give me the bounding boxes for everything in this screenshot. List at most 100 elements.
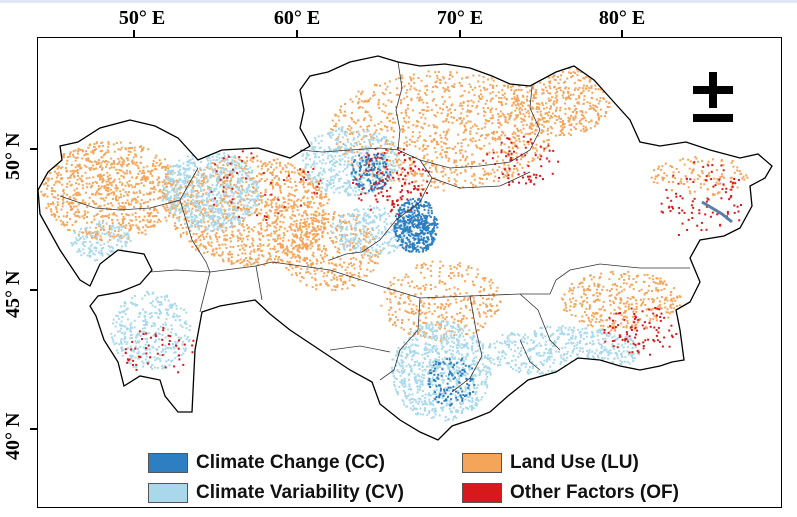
map-pixel: [604, 112, 607, 114]
map-pixel: [267, 258, 269, 261]
map-pixel: [282, 232, 285, 235]
map-pixel: [478, 147, 481, 150]
map-pixel: [651, 290, 653, 292]
map-pixel: [443, 307, 446, 310]
map-pixel: [352, 166, 355, 169]
map-pixel: [211, 218, 214, 221]
map-pixel: [269, 247, 272, 250]
map-pixel: [360, 100, 363, 103]
map-pixel: [442, 103, 445, 106]
map-pixel: [672, 171, 675, 174]
map-pixel: [495, 84, 498, 87]
map-pixel: [295, 184, 297, 187]
map-pixel: [542, 140, 545, 143]
map-pixel: [472, 301, 475, 304]
map-pixel: [384, 125, 386, 128]
map-pixel: [361, 106, 364, 109]
map-pixel: [580, 129, 583, 132]
map-pixel: [362, 238, 365, 241]
map-pixel: [223, 201, 226, 204]
map-pixel: [65, 162, 68, 165]
map-pixel: [274, 232, 277, 235]
map-pixel: [381, 110, 384, 113]
map-pixel: [445, 156, 448, 159]
map-pixel: [135, 161, 138, 164]
map-pixel: [282, 207, 285, 210]
map-pixel: [303, 234, 306, 237]
map-pixel: [113, 213, 116, 216]
map-pixel: [413, 286, 416, 289]
map-pixel: [294, 235, 297, 238]
map-pixel: [209, 215, 212, 218]
map-pixel: [339, 141, 342, 144]
map-pixel: [120, 174, 123, 177]
map-pixel: [108, 213, 111, 216]
map-pixel: [272, 198, 275, 201]
map-pixel: [323, 196, 326, 199]
map-pixel: [266, 163, 269, 166]
map-pixel: [390, 100, 393, 103]
map-pixel: [307, 271, 310, 273]
map-pixel: [583, 95, 586, 98]
map-pixel: [427, 307, 430, 310]
map-pixel: [186, 210, 189, 213]
map-pixel: [200, 190, 203, 193]
map-pixel: [433, 146, 436, 149]
map-pixel: [62, 154, 65, 157]
map-pixel: [420, 79, 423, 82]
map-pixel: [250, 190, 253, 193]
map-pixel: [487, 120, 490, 123]
map-pixel: [465, 76, 468, 79]
map-pixel: [148, 212, 151, 215]
map-pixel: [218, 247, 221, 250]
map-pixel: [130, 203, 132, 206]
map-pixel: [273, 258, 276, 261]
map-pixel: [241, 181, 244, 184]
map-pixel: [577, 79, 580, 82]
map-pixel: [264, 191, 267, 194]
map-pixel: [202, 204, 205, 207]
map-pixel: [248, 171, 251, 174]
map-pixel: [281, 244, 284, 247]
map-pixel: [97, 206, 100, 209]
map-pixel: [707, 174, 710, 176]
map-pixel: [619, 297, 622, 300]
map-pixel: [57, 215, 60, 218]
map-pixel: [339, 278, 342, 280]
map-pixel: [419, 96, 422, 99]
map-pixel: [166, 195, 169, 197]
map-pixel: [372, 91, 375, 94]
map-pixel: [238, 193, 241, 196]
map-pixel: [493, 295, 495, 298]
map-pixel: [176, 193, 179, 196]
map-pixel: [281, 260, 284, 263]
map-pixel: [108, 239, 111, 241]
map-pixel: [237, 177, 240, 180]
map-pixel: [720, 175, 723, 178]
map-pixel: [344, 280, 347, 283]
map-pixel: [201, 199, 204, 201]
map-pixel: [109, 227, 112, 230]
map-pixel: [81, 215, 84, 218]
map-pixel: [189, 203, 192, 205]
map-pixel: [588, 108, 591, 111]
map-pixel: [77, 233, 80, 236]
map-pixel: [241, 168, 244, 171]
map-pixel: [164, 166, 167, 169]
map-pixel: [111, 219, 114, 222]
map-pixel: [267, 223, 270, 226]
map-pixel: [448, 96, 451, 99]
map-pixel: [449, 265, 452, 268]
map-pixel: [589, 78, 592, 81]
map-pixel: [90, 161, 93, 164]
map-pixel: [589, 321, 592, 324]
map-pixel: [470, 181, 473, 184]
map-pixel: [617, 306, 620, 309]
map-pixel: [697, 160, 699, 163]
map-pixel: [490, 305, 493, 307]
map-pixel: [627, 270, 630, 273]
map-pixel: [568, 290, 571, 293]
map-pixel: [407, 104, 409, 106]
map-pixel: [547, 139, 550, 141]
map-pixel: [167, 167, 169, 170]
